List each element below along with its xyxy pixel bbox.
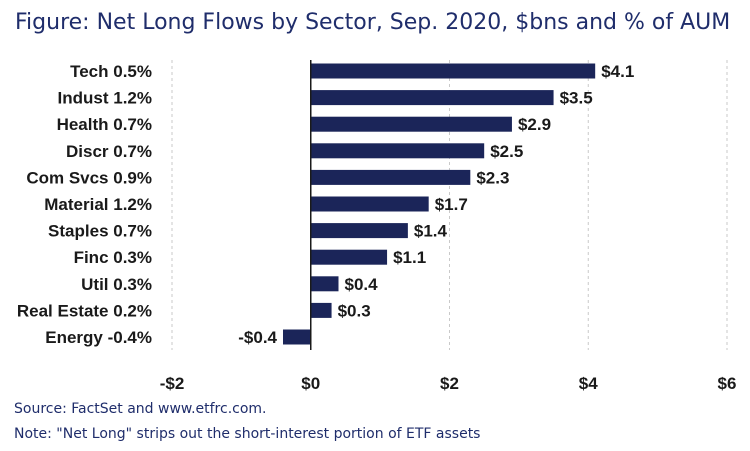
- data-label: $2.5: [490, 142, 523, 161]
- data-label: $4.1: [601, 62, 634, 81]
- bar: [310, 63, 596, 79]
- data-label: $0.4: [345, 275, 379, 294]
- data-label: -$0.4: [238, 328, 277, 347]
- footnote: Note: "Net Long" strips out the short-in…: [14, 426, 481, 442]
- data-label: $3.5: [560, 89, 593, 108]
- data-label: $1.4: [414, 222, 448, 241]
- bar: [310, 143, 485, 159]
- category-label: Real Estate 0.2%: [17, 301, 152, 320]
- category-label: Indust 1.2%: [58, 89, 152, 108]
- x-tick-label: $6: [718, 374, 737, 393]
- data-label: $0.3: [338, 301, 371, 320]
- x-tick-label: $0: [301, 374, 320, 393]
- bar: [310, 249, 388, 265]
- category-label: Health 0.7%: [57, 115, 152, 134]
- bar: [310, 196, 429, 212]
- bar: [310, 276, 339, 292]
- category-label: Material 1.2%: [44, 195, 152, 214]
- data-label: $1.1: [393, 248, 426, 267]
- category-label: Util 0.3%: [81, 275, 152, 294]
- category-label: Discr 0.7%: [66, 142, 152, 161]
- chart-title: Figure: Net Long Flows by Sector, Sep. 2…: [15, 10, 730, 35]
- data-label: $1.7: [435, 195, 468, 214]
- data-label: $2.9: [518, 115, 551, 134]
- data-label: $2.3: [476, 168, 509, 187]
- x-tick-label: $2: [440, 374, 459, 393]
- bar: [310, 90, 554, 106]
- category-label: Staples 0.7%: [48, 222, 152, 241]
- bar: [283, 329, 311, 345]
- title-prefix: Figure:: [15, 10, 90, 35]
- x-tick-label: -$2: [160, 374, 185, 393]
- source-note: Source: FactSet and www.etfrc.com.: [14, 401, 267, 417]
- bar: [310, 223, 408, 239]
- category-label: Finc 0.3%: [74, 248, 152, 267]
- category-label: Tech 0.5%: [70, 62, 152, 81]
- category-label: Com Svcs 0.9%: [26, 168, 152, 187]
- bar: [310, 116, 512, 132]
- category-label: Energy -0.4%: [45, 328, 152, 347]
- x-tick-label: $4: [579, 374, 598, 393]
- bar: [310, 169, 471, 185]
- bar: [310, 302, 332, 318]
- title-text: Net Long Flows by Sector, Sep. 2020, $bn…: [96, 10, 731, 35]
